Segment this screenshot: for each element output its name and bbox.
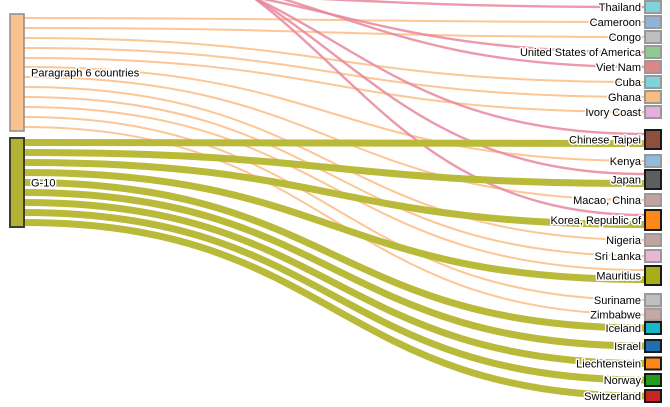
link-offscreen-top-thailand[interactable] [24,0,646,9]
link-g10-chinese-taipei[interactable] [23,139,646,147]
label-viet-nam: Viet Nam [596,62,641,74]
link-paragraph6-mauritius[interactable] [23,106,646,271]
node-g10[interactable] [9,137,25,228]
label-iceland: Iceland [606,323,641,335]
label-ivory-coast: Ivory Coast [585,107,641,119]
node-israel[interactable] [644,339,662,353]
link-paragraph6-ghana[interactable] [23,47,646,98]
link-paragraph6-sri-lanka[interactable] [23,96,646,257]
node-macao-china[interactable] [644,193,662,207]
label-liechtenstein: Liechtenstein [576,359,641,371]
label-switzerland: Switzerland [584,391,641,403]
label-g10: G-10 [31,178,55,190]
label-cuba: Cuba [615,77,642,89]
node-usa[interactable] [644,45,662,59]
link-g10-liechtenstein[interactable] [23,199,646,367]
label-cameroon: Cameroon [590,17,641,29]
label-korea: Korea, Republic of [551,215,642,227]
link-paragraph6-ivory-coast[interactable] [23,57,646,113]
label-chinese-taipei: Chinese Taipei [569,135,641,147]
node-paragraph6[interactable] [9,13,25,132]
link-offscreen-top-korea[interactable] [24,0,646,217]
label-macao-china: Macao, China [573,195,642,207]
link-paragraph6-kenya[interactable] [23,66,646,162]
label-zimbabwe: Zimbabwe [590,310,641,322]
label-usa: United States of America [520,47,642,59]
link-paragraph6-congo[interactable] [23,27,646,38]
link-paragraph6-nigeria[interactable] [23,86,646,241]
node-congo[interactable] [644,30,662,44]
node-viet-nam[interactable] [644,60,662,74]
link-g10-korea[interactable] [23,159,646,228]
node-thailand[interactable] [644,0,662,14]
label-mauritius: Mauritius [596,271,641,283]
link-paragraph6-zimbabwe[interactable] [23,126,646,316]
node-zimbabwe[interactable] [644,307,662,322]
label-congo: Congo [609,32,641,44]
node-nigeria[interactable] [644,233,662,247]
node-mauritius[interactable] [644,265,662,286]
link-offscreen-top-viet-nam[interactable] [24,0,646,69]
links-offscreen [24,0,646,217]
link-paragraph6-macao-china[interactable] [23,76,646,201]
node-chinese-taipei[interactable] [644,129,662,150]
link-g10-iceland[interactable] [23,179,646,332]
node-iceland[interactable] [644,321,662,335]
node-ivory-coast[interactable] [644,105,662,119]
links-paragraph6 [23,17,646,316]
node-korea[interactable] [644,209,662,231]
link-offscreen-top-japan[interactable] [24,0,646,176]
label-israel: Israel [614,341,641,353]
node-switzerland[interactable] [644,389,662,403]
node-cameroon[interactable] [644,15,662,29]
link-g10-norway[interactable] [23,209,646,384]
label-kenya: Kenya [610,156,642,168]
link-g10-mauritius[interactable] [23,169,646,283]
label-sri-lanka: Sri Lanka [595,251,642,263]
label-japan: Japan [611,175,641,187]
link-offscreen-top-chinese-taipei[interactable] [24,0,646,136]
node-liechtenstein[interactable] [644,356,662,371]
link-g10-japan[interactable] [23,149,646,187]
label-ghana: Ghana [608,92,642,104]
label-thailand: Thailand [599,2,641,14]
node-suriname[interactable] [644,293,662,307]
link-g10-israel[interactable] [23,189,646,350]
right-nodes: Thailand Cameroon Congo United States of Am… [518,0,662,405]
node-norway[interactable] [644,373,662,387]
label-nigeria: Nigeria [606,235,642,247]
links-g10 [23,139,646,400]
node-cuba[interactable] [644,75,662,89]
left-nodes: Paragraph 6 countries G-10 [9,13,141,228]
link-g10-switzerland[interactable] [23,219,646,400]
link-paragraph6-suriname[interactable] [23,116,646,301]
node-japan[interactable] [644,169,662,190]
link-paragraph6-cameroon[interactable] [23,17,646,23]
label-suriname: Suriname [594,295,641,307]
link-paragraph6-cuba[interactable] [23,37,646,83]
node-kenya[interactable] [644,154,662,168]
link-offscreen-top-usa[interactable] [24,0,646,54]
node-ghana[interactable] [644,90,662,104]
node-sri-lanka[interactable] [644,249,662,263]
label-paragraph6: Paragraph 6 countries [31,68,140,80]
label-norway: Norway [604,375,642,387]
